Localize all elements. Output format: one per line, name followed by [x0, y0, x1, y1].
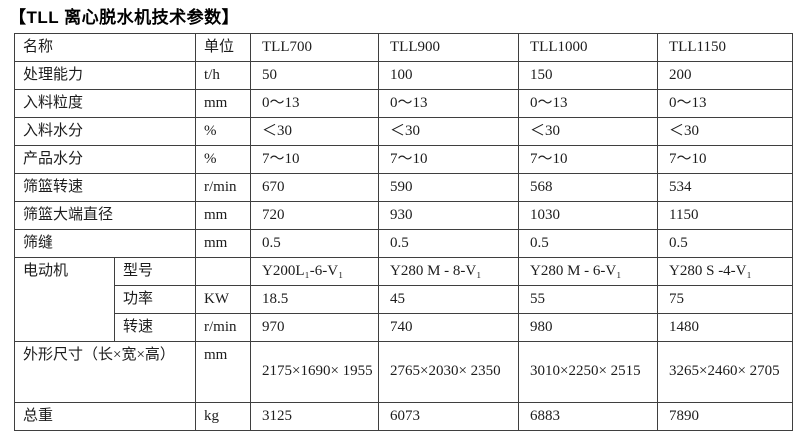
table-row-motor-power: 功率 KW 18.5 45 55 75 — [15, 285, 794, 314]
table-row: 筛篮大端直径 mm 720 930 1030 1150 — [13, 201, 794, 230]
header-model-cell: TLL1150 — [657, 33, 794, 62]
value-cell: 18.5 — [250, 285, 380, 314]
value-cell: 0～13 — [250, 89, 380, 118]
value-cell: ＜30 — [518, 117, 659, 146]
value-cell: 2765×2030× 2350 — [378, 341, 520, 403]
table-row: 产品水分 % 7～10 7～10 7～10 7～10 — [13, 145, 794, 174]
value-cell: 75 — [657, 285, 794, 314]
param-name-cell: 产品水分 — [13, 145, 197, 174]
motor-sub-name-cell: 功率 — [113, 285, 197, 314]
param-name-cell: 筛缝 — [13, 229, 197, 258]
unit-cell: kg — [195, 402, 252, 431]
param-name-cell: 筛篮转速 — [13, 173, 197, 202]
value-cell: 45 — [378, 285, 520, 314]
value-cell: 55 — [518, 285, 659, 314]
value-cell: Y280 S -4-V₁ — [657, 257, 794, 286]
value-cell: Y200L₁-6-V₁ — [250, 257, 380, 286]
param-name-cell: 入料水分 — [13, 117, 197, 146]
value-cell: 720 — [250, 201, 380, 230]
value-cell: 0～13 — [657, 89, 794, 118]
unit-cell: % — [195, 145, 252, 174]
unit-cell: % — [195, 117, 252, 146]
unit-cell: mm — [195, 229, 252, 258]
value-cell: 3125 — [250, 402, 380, 431]
value-cell: 7～10 — [250, 145, 380, 174]
param-name-cell: 筛篮大端直径 — [13, 201, 197, 230]
page-title: 【TLL 离心脱水机技术参数】 — [9, 8, 240, 27]
table-row-dimensions: 外形尺寸（长×宽×高） mm 2175×1690× 1955 2765×2030… — [13, 341, 794, 403]
value-cell: 150 — [518, 61, 659, 90]
header-row: 名称 单位 TLL700 TLL900 TLL1000 TLL1150 — [13, 33, 794, 62]
unit-cell: KW — [195, 285, 252, 314]
value-cell: 670 — [250, 173, 380, 202]
param-name-cell: 总重 — [13, 402, 197, 431]
table-row: 筛篮转速 r/min 670 590 568 534 — [13, 173, 794, 202]
value-cell: 930 — [378, 201, 520, 230]
param-name-cell: 入料粒度 — [13, 89, 197, 118]
value-cell: 7～10 — [378, 145, 520, 174]
value-cell: 0.5 — [657, 229, 794, 258]
value-cell: 3265×2460× 2705 — [657, 341, 794, 403]
param-name-cell: 外形尺寸（长×宽×高） — [13, 341, 197, 403]
value-cell: 200 — [657, 61, 794, 90]
value-cell: 6073 — [378, 402, 520, 431]
value-cell: ＜30 — [250, 117, 380, 146]
value-cell: ＜30 — [657, 117, 794, 146]
value-cell: 7～10 — [657, 145, 794, 174]
value-cell: 7890 — [657, 402, 794, 431]
header-model-cell: TLL1000 — [518, 33, 659, 62]
value-cell: 0.5 — [378, 229, 520, 258]
value-cell: 0～13 — [518, 89, 659, 118]
value-cell: 1030 — [518, 201, 659, 230]
value-cell: ＜30 — [378, 117, 520, 146]
value-cell: 50 — [250, 61, 380, 90]
param-name-cell: 处理能力 — [13, 61, 197, 90]
unit-cell: mm — [195, 89, 252, 118]
value-cell: 970 — [250, 313, 380, 342]
value-cell: Y280 M - 8-V₁ — [378, 257, 520, 286]
value-cell: Y280 M - 6-V₁ — [518, 257, 659, 286]
motor-sub-name-cell: 型号 — [113, 257, 197, 286]
value-cell: 1480 — [657, 313, 794, 342]
unit-cell: r/min — [195, 313, 252, 342]
value-cell: 534 — [657, 173, 794, 202]
table-row: 入料水分 % ＜30 ＜30 ＜30 ＜30 — [13, 117, 794, 146]
header-model-cell: TLL900 — [378, 33, 520, 62]
header-name-cell: 名称 — [13, 33, 197, 62]
value-cell: 980 — [518, 313, 659, 342]
value-cell: 6883 — [518, 402, 659, 431]
unit-cell: mm — [195, 201, 252, 230]
unit-cell: mm — [195, 341, 252, 403]
value-cell: 0～13 — [378, 89, 520, 118]
unit-cell: r/min — [195, 173, 252, 202]
value-cell: 1150 — [657, 201, 794, 230]
motor-group-cell: 电动机 — [14, 257, 115, 342]
table-row: 筛缝 mm 0.5 0.5 0.5 0.5 — [13, 229, 794, 258]
unit-cell: t/h — [195, 61, 252, 90]
table-row: 处理能力 t/h 50 100 150 200 — [13, 61, 794, 90]
value-cell: 100 — [378, 61, 520, 90]
value-cell: 0.5 — [518, 229, 659, 258]
motor-sub-name-cell: 转速 — [113, 313, 197, 342]
header-model-cell: TLL700 — [250, 33, 380, 62]
unit-cell — [195, 257, 252, 286]
value-cell: 740 — [378, 313, 520, 342]
value-cell: 3010×2250× 2515 — [518, 341, 659, 403]
table-row-motor-model: 电动机 型号 Y200L₁-6-V₁ Y280 M - 8-V₁ Y280 M … — [14, 257, 794, 342]
table-row-weight: 总重 kg 3125 6073 6883 7890 — [13, 402, 794, 431]
value-cell: 0.5 — [250, 229, 380, 258]
spec-table: 名称 单位 TLL700 TLL900 TLL1000 TLL1150 处理能力… — [13, 33, 794, 431]
header-unit-cell: 单位 — [195, 33, 252, 62]
value-cell: 568 — [518, 173, 659, 202]
table-row-motor-speed: 转速 r/min 970 740 980 1480 — [15, 313, 794, 342]
value-cell: 7～10 — [518, 145, 659, 174]
value-cell: 590 — [378, 173, 520, 202]
value-cell: 2175×1690× 1955 — [250, 341, 380, 403]
table-row: 入料粒度 mm 0～13 0～13 0～13 0～13 — [13, 89, 794, 118]
